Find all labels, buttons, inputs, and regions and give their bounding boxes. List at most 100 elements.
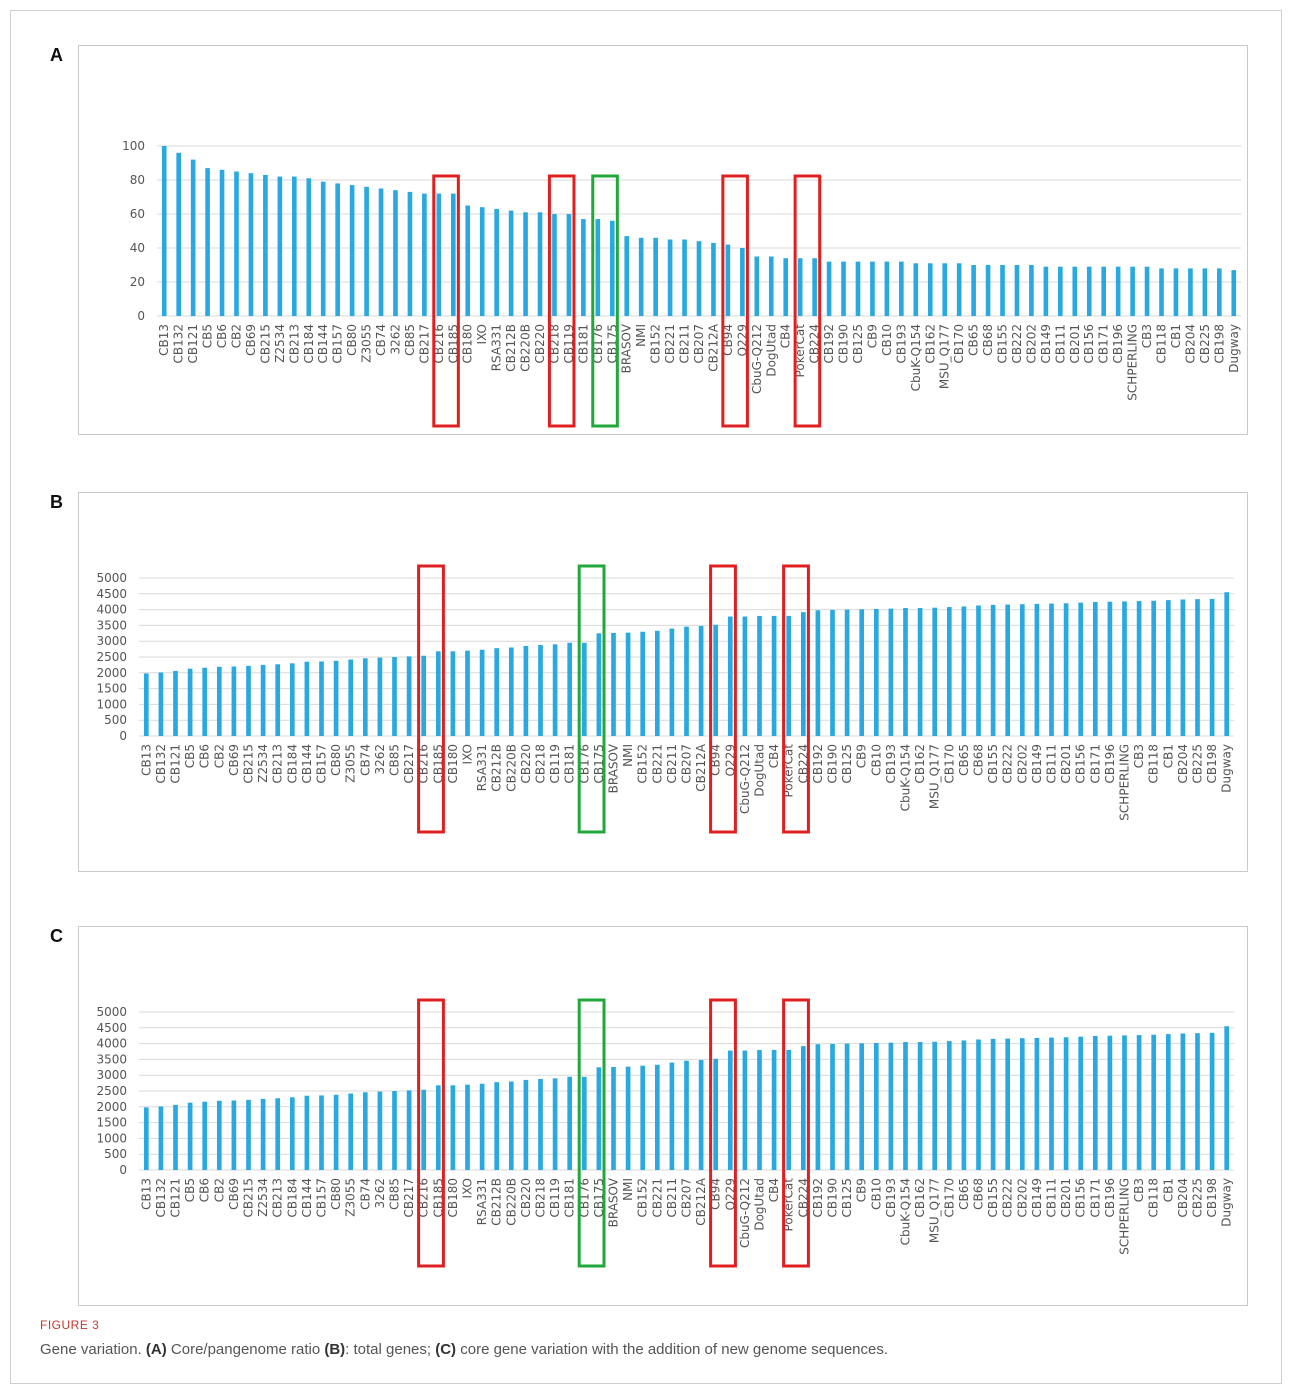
x-tick-label-a-34: CB152 — [649, 324, 663, 364]
red-highlight-box-c-1 — [709, 998, 737, 1268]
x-tick-label-c-39: CB94 — [709, 1178, 723, 1210]
x-tick-label-c-44: PokerCat — [782, 1178, 796, 1232]
bar-c-CB211 — [669, 1062, 675, 1170]
x-tick-label-b-6: CB69 — [227, 744, 241, 776]
x-tick-label-b-21: CB180 — [446, 744, 460, 784]
bar-a-Q229 — [740, 248, 745, 316]
bar-a-CB196 — [1115, 266, 1121, 316]
bar-a-CB217 — [422, 193, 427, 316]
x-tick-label-a-58: CB155 — [996, 324, 1010, 364]
bar-a-CB204 — [1188, 268, 1193, 316]
bar-a-CB3 — [1144, 266, 1150, 316]
y-tick-label-c-2: 1000 — [96, 1131, 127, 1145]
y-tick-label-b-8: 4000 — [96, 603, 127, 617]
bar-c-CB198 — [1209, 1032, 1215, 1170]
x-tick-label-b-8: Z2534 — [256, 744, 270, 783]
bar-a-CB212A — [711, 242, 716, 316]
x-tick-label-b-30: CB176 — [577, 744, 591, 784]
caption-a-text: Core/pangenome ratio — [166, 1341, 325, 1358]
bar-b-CB211 — [669, 628, 675, 736]
bar-c-CB215 — [246, 1099, 251, 1170]
bar-b-CB1 — [1165, 600, 1171, 736]
x-tick-label-c-52: CbuK-Q154 — [899, 1178, 913, 1245]
bar-c-CB6 — [202, 1101, 208, 1170]
bar-a-CB6 — [219, 169, 225, 316]
x-tick-label-b-27: CB218 — [534, 744, 548, 784]
red-highlight-box-a-2 — [721, 174, 749, 428]
bar-b-CB212B — [494, 648, 500, 736]
bar-c-CB220B — [508, 1081, 514, 1170]
x-tick-label-b-2: CB121 — [169, 744, 183, 784]
bar-c-CB204 — [1180, 1033, 1186, 1170]
bar-b-CB175 — [596, 633, 602, 736]
bar-a-CB175 — [609, 220, 615, 316]
x-tick-label-b-52: CbuK-Q154 — [899, 744, 913, 811]
bar-c-CB184 — [289, 1097, 295, 1170]
x-tick-label-a-40: Q229 — [735, 324, 749, 356]
x-tick-label-c-55: CB170 — [942, 1178, 956, 1218]
bar-b-CB171 — [1092, 602, 1098, 736]
y-tick-label-b-7: 3500 — [96, 618, 127, 632]
x-tick-label-c-32: BRASOV — [607, 1177, 621, 1227]
bar-c-CB224 — [800, 1046, 806, 1170]
bar-a-CB180 — [465, 205, 471, 316]
bar-c-CB192 — [815, 1044, 821, 1170]
caption-b-mark: (B) — [324, 1341, 346, 1358]
bar-b-CB220B — [508, 647, 514, 736]
bar-b-CB180 — [450, 651, 456, 736]
bar-b-NMI — [625, 632, 631, 736]
y-tick-label-c-6: 3000 — [96, 1068, 127, 1082]
x-tick-label-a-74: Dugway — [1227, 324, 1241, 373]
red-highlight-box-b-2 — [782, 564, 810, 834]
x-tick-label-a-17: CB85 — [403, 324, 417, 356]
bar-c-CB156 — [1078, 1036, 1084, 1170]
x-tick-label-b-38: CB212A — [694, 743, 708, 792]
x-tick-label-b-39: CB94 — [709, 744, 723, 776]
x-tick-label-a-60: CB202 — [1024, 324, 1038, 364]
bar-a-CB69 — [248, 173, 254, 316]
x-tick-label-a-3: CB5 — [201, 324, 215, 348]
x-tick-label-c-15: CB74 — [358, 1178, 372, 1210]
x-tick-label-c-34: CB152 — [636, 1178, 650, 1218]
bar-b-CB216 — [421, 655, 427, 736]
bar-a-CB216 — [436, 193, 442, 316]
x-tick-label-c-69: CB118 — [1147, 1178, 1161, 1218]
bar-b-CB5 — [187, 668, 193, 736]
bar-c-CB213 — [275, 1098, 281, 1170]
bar-c-Z3055 — [348, 1093, 354, 1170]
x-tick-label-c-22: IXO — [461, 1178, 475, 1198]
red-highlight-box-c-0 — [417, 998, 445, 1268]
y-tick-label-c-9: 4500 — [96, 1021, 127, 1035]
x-tick-label-c-17: CB85 — [388, 1178, 402, 1210]
bar-a-CB121 — [190, 159, 196, 316]
bar-b-CB196 — [1107, 601, 1113, 736]
x-tick-label-a-64: CB156 — [1082, 324, 1096, 364]
x-tick-label-b-22: IXO — [461, 744, 475, 764]
x-tick-label-c-4: CB6 — [198, 1178, 212, 1202]
bar-b-MSU_Q177 — [932, 607, 938, 736]
bar-a-CB225 — [1202, 268, 1208, 316]
x-tick-label-c-30: CB176 — [577, 1178, 591, 1218]
bar-c-CB68 — [976, 1039, 981, 1170]
bar-b-CB224 — [800, 612, 806, 736]
bar-a-CB220B — [523, 212, 528, 316]
x-tick-label-a-26: CB220 — [533, 324, 547, 364]
bar-b-CB217 — [406, 656, 412, 736]
bar-b-CB190 — [830, 609, 835, 736]
x-tick-label-b-69: CB118 — [1147, 744, 1161, 784]
x-tick-label-c-35: CB221 — [650, 1178, 664, 1218]
bar-c-CB4 — [771, 1049, 777, 1170]
x-tick-label-a-15: CB74 — [374, 324, 388, 356]
x-tick-label-a-50: CB10 — [880, 324, 894, 356]
bar-c-DogUtad — [757, 1049, 762, 1170]
chart-b-svg: 0500100015002000250030003500400045005000… — [96, 564, 1234, 834]
green-highlight-box-a-0 — [591, 174, 619, 428]
x-tick-label-b-17: CB85 — [388, 744, 402, 776]
bar-a-CB198 — [1217, 268, 1222, 316]
bar-b-CB185 — [435, 651, 441, 736]
bar-c-CB1 — [1165, 1034, 1171, 1170]
chart-panel-c: 0 500 1000 1500 2000 2500 3000 3500 4000 4500 5000… — [78, 926, 1248, 1306]
x-tick-label-b-65: CB171 — [1088, 744, 1102, 784]
y-tick-label-c-8: 4000 — [96, 1037, 127, 1051]
